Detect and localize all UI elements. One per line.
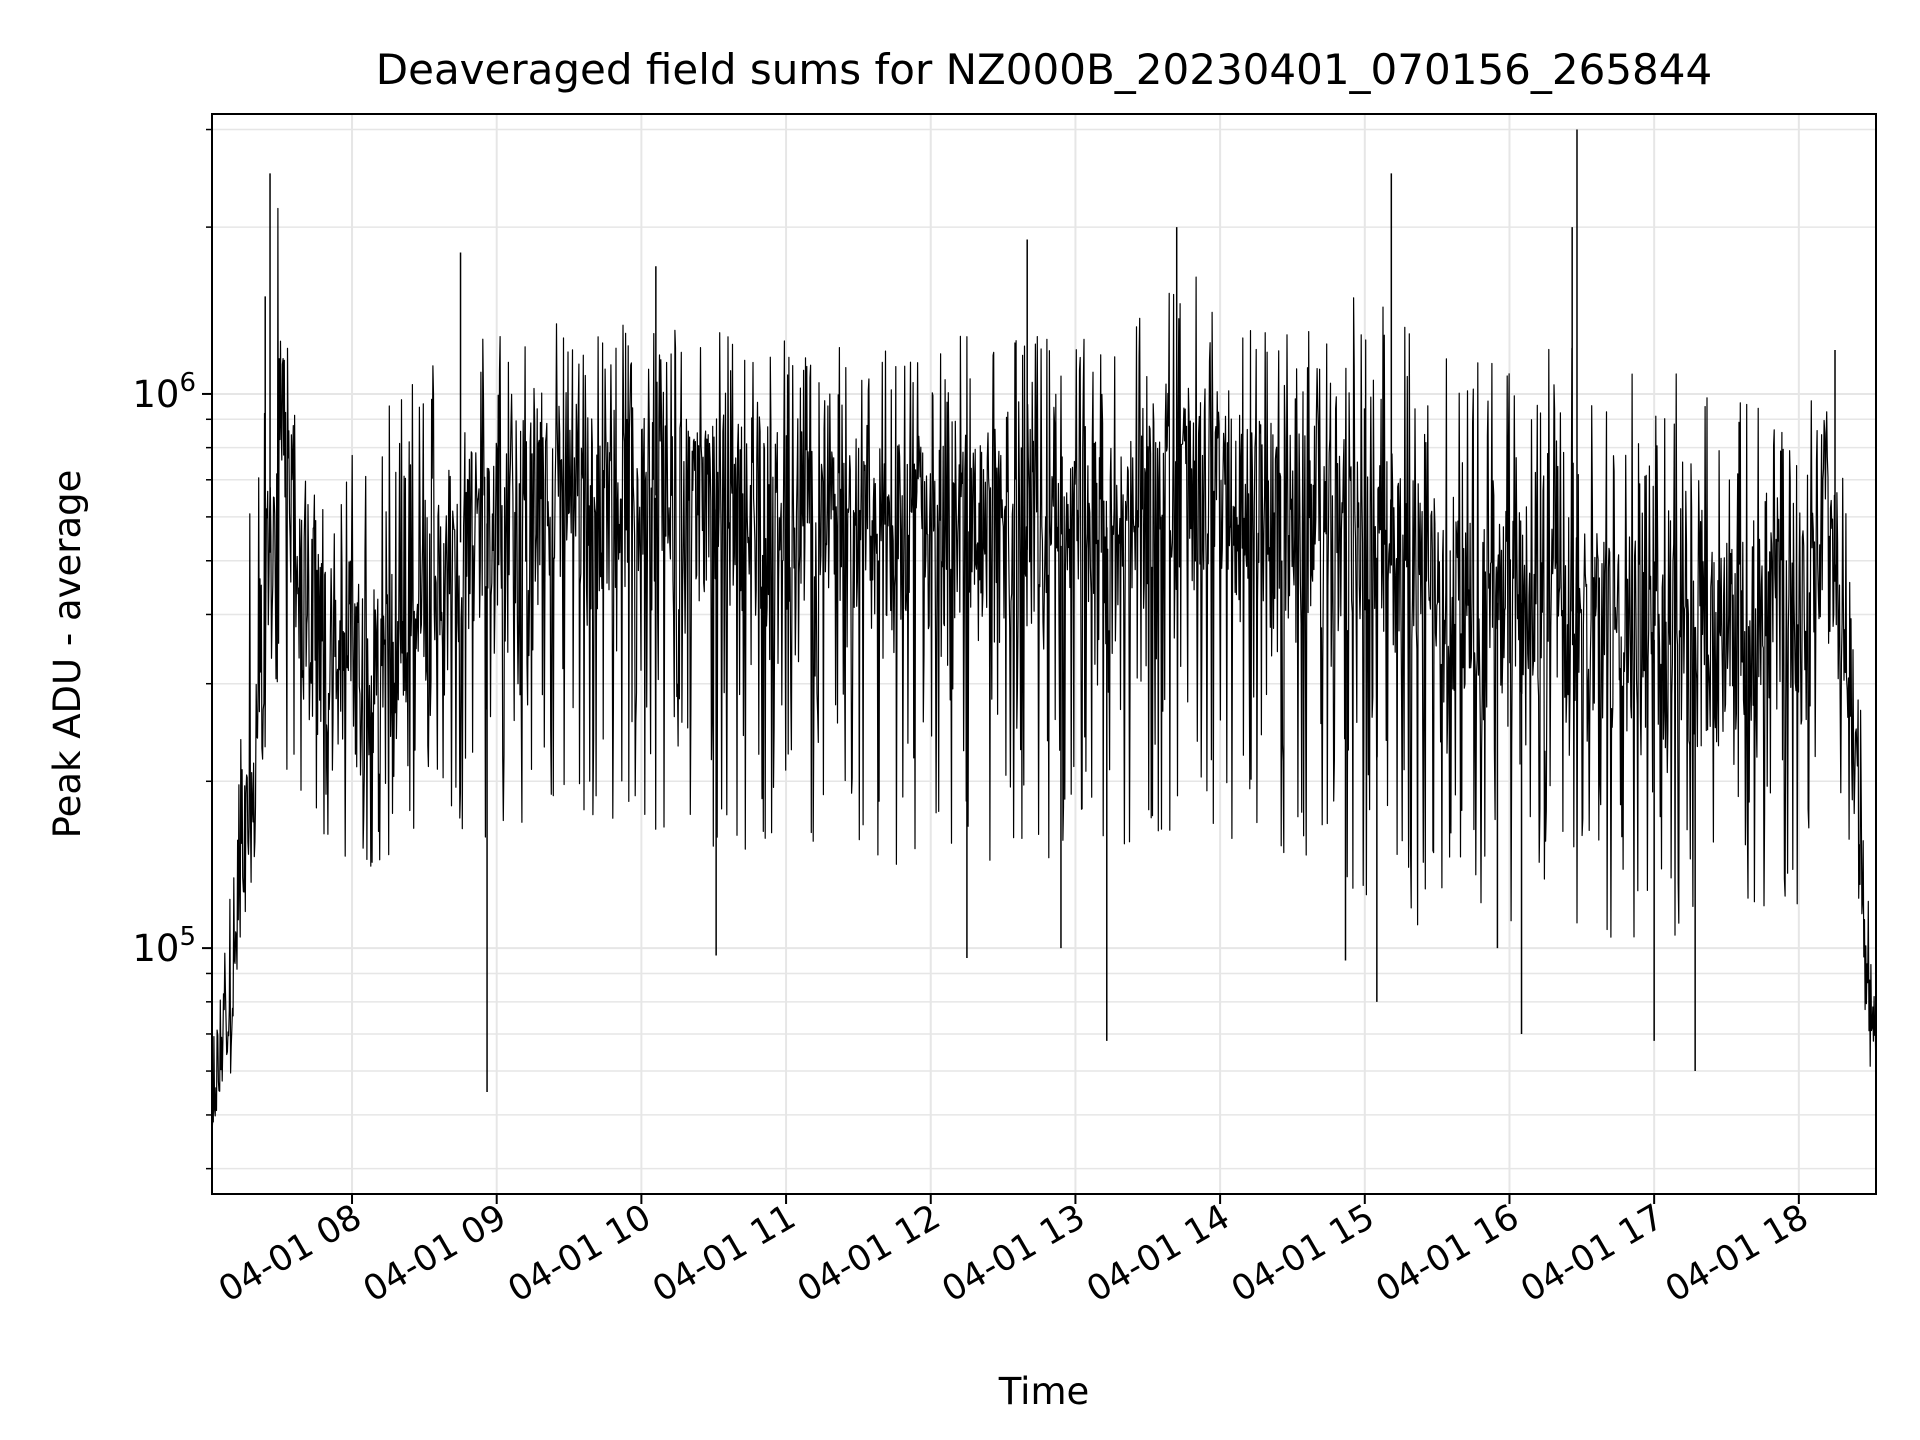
y-tick-label: 105 bbox=[132, 922, 196, 970]
y-tick-label: 106 bbox=[132, 368, 196, 416]
chart-title: Deaveraged field sums for NZ000B_2023040… bbox=[376, 45, 1712, 94]
plot-frame bbox=[211, 113, 1877, 1195]
series-line bbox=[211, 207, 1877, 1136]
x-axis-label: Time bbox=[998, 1370, 1090, 1413]
data-layer bbox=[211, 129, 1877, 1136]
y-axis-label: Peak ADU - average bbox=[46, 470, 89, 839]
